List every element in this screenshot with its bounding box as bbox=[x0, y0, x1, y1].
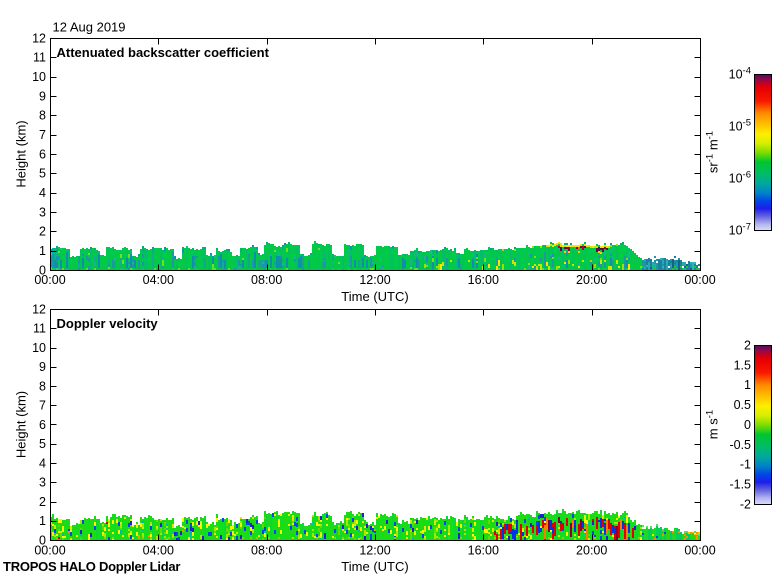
svg-text:3: 3 bbox=[39, 476, 46, 490]
svg-text:4: 4 bbox=[39, 186, 46, 200]
svg-text:7: 7 bbox=[39, 128, 46, 142]
svg-text:20:00: 20:00 bbox=[576, 544, 607, 558]
svg-text:00:00: 00:00 bbox=[684, 273, 715, 287]
svg-text:11: 11 bbox=[33, 322, 46, 336]
svg-text:Height (km): Height (km) bbox=[13, 391, 28, 458]
svg-text:Doppler velocity: Doppler velocity bbox=[57, 316, 159, 331]
svg-text:10: 10 bbox=[32, 341, 46, 355]
svg-text:0: 0 bbox=[39, 263, 46, 277]
svg-text:1: 1 bbox=[744, 378, 751, 392]
svg-text:16:00: 16:00 bbox=[468, 273, 499, 287]
svg-text:2: 2 bbox=[39, 225, 46, 239]
svg-text:1: 1 bbox=[39, 514, 46, 528]
svg-text:11: 11 bbox=[33, 51, 46, 65]
svg-text:5: 5 bbox=[39, 437, 46, 451]
svg-text:08:00: 08:00 bbox=[251, 544, 282, 558]
svg-text:0: 0 bbox=[744, 418, 751, 432]
svg-text:7: 7 bbox=[39, 399, 46, 413]
svg-text:TROPOS HALO Doppler Lidar: TROPOS HALO Doppler Lidar bbox=[3, 559, 180, 574]
svg-text:-0.5: -0.5 bbox=[729, 438, 751, 452]
svg-text:0.5: 0.5 bbox=[734, 398, 751, 412]
svg-text:Height (km): Height (km) bbox=[13, 120, 28, 187]
svg-text:9: 9 bbox=[39, 360, 46, 374]
svg-text:1.5: 1.5 bbox=[734, 358, 751, 372]
svg-text:10-4: 10-4 bbox=[729, 65, 751, 81]
svg-text:00:00: 00:00 bbox=[34, 544, 65, 558]
svg-text:8: 8 bbox=[39, 109, 46, 123]
svg-text:Attenuated backscatter coeffic: Attenuated backscatter coefficient bbox=[57, 45, 270, 60]
svg-text:10-5: 10-5 bbox=[729, 117, 751, 133]
svg-text:12: 12 bbox=[32, 302, 46, 316]
svg-text:6: 6 bbox=[39, 147, 46, 161]
svg-text:m s-1: m s-1 bbox=[705, 410, 721, 439]
svg-text:1: 1 bbox=[39, 244, 46, 258]
svg-text:10-7: 10-7 bbox=[729, 221, 751, 237]
svg-text:Time (UTC): Time (UTC) bbox=[341, 289, 408, 304]
svg-text:10-6: 10-6 bbox=[729, 169, 751, 185]
svg-text:00:00: 00:00 bbox=[34, 273, 65, 287]
svg-text:4: 4 bbox=[39, 456, 46, 470]
svg-text:2: 2 bbox=[744, 338, 751, 352]
svg-text:5: 5 bbox=[39, 167, 46, 181]
svg-text:3: 3 bbox=[39, 205, 46, 219]
svg-text:12: 12 bbox=[32, 31, 46, 45]
svg-text:08:00: 08:00 bbox=[251, 273, 282, 287]
svg-text:0: 0 bbox=[39, 533, 46, 547]
svg-text:20:00: 20:00 bbox=[576, 273, 607, 287]
svg-text:16:00: 16:00 bbox=[468, 544, 499, 558]
svg-text:-2: -2 bbox=[740, 497, 751, 511]
svg-text:Time (UTC): Time (UTC) bbox=[341, 559, 408, 574]
svg-text:-1.5: -1.5 bbox=[729, 478, 751, 492]
svg-text:04:00: 04:00 bbox=[143, 273, 174, 287]
svg-text:8: 8 bbox=[39, 379, 46, 393]
svg-text:6: 6 bbox=[39, 418, 46, 432]
svg-text:sr-1 m-1: sr-1 m-1 bbox=[705, 131, 721, 173]
svg-text:2: 2 bbox=[39, 495, 46, 509]
svg-text:00:00: 00:00 bbox=[684, 544, 715, 558]
svg-text:12:00: 12:00 bbox=[359, 273, 390, 287]
svg-text:12:00: 12:00 bbox=[359, 544, 390, 558]
svg-text:10: 10 bbox=[32, 70, 46, 84]
svg-text:9: 9 bbox=[39, 89, 46, 103]
svg-text:-1: -1 bbox=[740, 458, 751, 472]
svg-text:04:00: 04:00 bbox=[143, 544, 174, 558]
svg-text:12 Aug 2019: 12 Aug 2019 bbox=[53, 20, 126, 35]
